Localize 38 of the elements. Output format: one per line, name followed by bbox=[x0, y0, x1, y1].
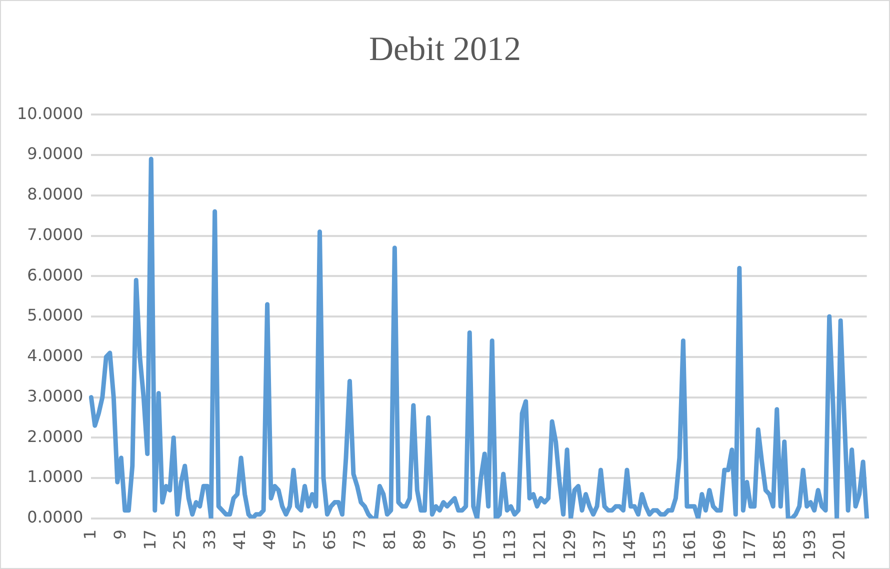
x-tick-label: 113 bbox=[500, 529, 519, 560]
x-tick-label: 177 bbox=[740, 529, 759, 560]
x-tick-label: 145 bbox=[620, 529, 639, 560]
y-tick-label: 6.0000 bbox=[27, 265, 84, 284]
x-tick-label: 17 bbox=[140, 529, 160, 550]
x-tick-label: 89 bbox=[410, 529, 430, 550]
x-tick-label: 65 bbox=[320, 529, 340, 550]
x-tick-label: 169 bbox=[710, 529, 729, 560]
y-tick-label: 2.0000 bbox=[27, 426, 84, 446]
x-tick-label: 185 bbox=[770, 529, 789, 560]
x-tick-label: 33 bbox=[200, 529, 220, 550]
x-tick-label: 129 bbox=[560, 529, 579, 560]
x-tick-label: 73 bbox=[350, 529, 370, 550]
y-tick-label: 1.0000 bbox=[27, 467, 84, 486]
y-tick-label: 9.0000 bbox=[27, 144, 84, 164]
x-tick-label: 105 bbox=[470, 529, 490, 560]
x-tick-label: 137 bbox=[590, 529, 609, 560]
x-tick-label: 25 bbox=[170, 529, 190, 550]
y-tick-label: 5.0000 bbox=[27, 306, 84, 325]
chart-title: Debit 2012 bbox=[368, 31, 522, 69]
y-tick-label: 8.0000 bbox=[27, 184, 84, 204]
x-tick-label: 9 bbox=[110, 529, 130, 540]
x-tick-label: 97 bbox=[440, 529, 460, 550]
y-tick-label: 10.0000 bbox=[16, 104, 84, 123]
y-tick-label: 3.0000 bbox=[27, 386, 84, 406]
x-tick-label: 1 bbox=[80, 529, 100, 540]
x-tick-label: 153 bbox=[650, 529, 669, 560]
y-tick-label: 7.0000 bbox=[27, 224, 84, 244]
y-tick-label: 0.0000 bbox=[27, 508, 84, 527]
x-tick-label: 161 bbox=[680, 529, 699, 560]
y-tick-label: 4.0000 bbox=[27, 346, 84, 366]
x-tick-label: 121 bbox=[530, 529, 549, 560]
x-tick-label: 201 bbox=[830, 529, 849, 560]
x-tick-label: 193 bbox=[800, 529, 819, 560]
x-tick-label: 81 bbox=[380, 529, 400, 550]
x-tick-label: 49 bbox=[260, 529, 280, 550]
x-tick-label: 41 bbox=[230, 529, 250, 550]
x-tick-label: 57 bbox=[290, 529, 310, 550]
